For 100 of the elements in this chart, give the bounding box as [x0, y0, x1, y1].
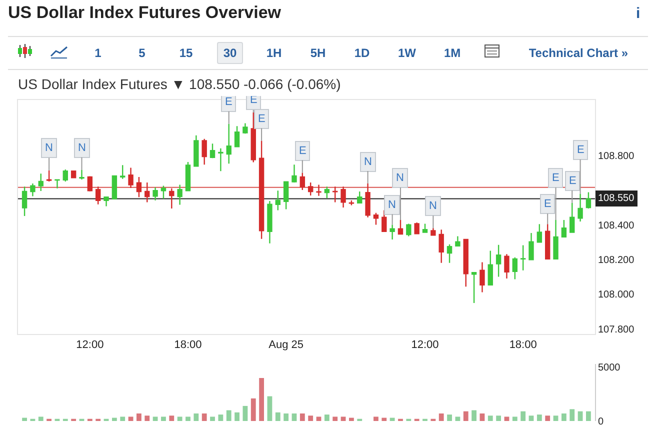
bar: [382, 418, 387, 421]
bar: [349, 418, 354, 421]
bar: [553, 416, 558, 421]
bar: [390, 418, 395, 421]
bar: [496, 416, 502, 421]
candlestick: [202, 138, 207, 166]
candlestick: [455, 236, 460, 247]
text: 30: [217, 42, 243, 64]
candlestick: [160, 185, 166, 200]
bar: [472, 410, 476, 421]
candlestick: [324, 186, 330, 199]
candlestick: [357, 190, 362, 204]
text: Technical Chart »: [528, 45, 629, 62]
candlestick: [275, 190, 280, 211]
bar: [169, 416, 174, 421]
annotation: N: [45, 142, 53, 154]
candlestick: [210, 143, 216, 159]
chart-title: US Dollar Index Futures Overview: [8, 3, 282, 23]
text: 5: [138, 45, 146, 62]
bar: [438, 413, 444, 421]
annotation: N: [364, 156, 372, 168]
candlestick: [373, 212, 379, 226]
candlestick: [422, 223, 428, 233]
bar: [210, 416, 215, 421]
bar: [480, 413, 485, 421]
annotation: E: [225, 96, 232, 108]
candlestick: [283, 181, 289, 210]
bar: [332, 416, 338, 421]
candlestick: [340, 186, 346, 208]
candlestick: [218, 148, 224, 172]
y-tick-label: 107.800: [598, 324, 635, 336]
bar: [504, 416, 510, 421]
candlestick: [177, 184, 182, 206]
bar: [586, 411, 591, 421]
bar: [120, 416, 126, 421]
bar: [161, 416, 166, 421]
candlestick: [128, 167, 134, 189]
candlestick: [242, 122, 248, 134]
candlestick: [520, 244, 526, 271]
candlestick: [382, 210, 387, 232]
annotation: N: [396, 172, 404, 184]
bar: [267, 396, 272, 421]
candlestick: [512, 256, 518, 280]
bar: [234, 412, 240, 421]
candlestick: [62, 168, 68, 182]
candlestick: [332, 186, 338, 203]
candlestick: [406, 223, 412, 237]
bar: [292, 413, 297, 421]
x-tick-label: Aug 25: [268, 339, 304, 352]
candlestick: [308, 182, 314, 196]
bar: [512, 416, 518, 421]
candlestick: [234, 126, 240, 148]
bar: [226, 410, 232, 421]
bar: [218, 414, 224, 421]
annotation: E: [299, 145, 306, 157]
candlestick: [480, 262, 485, 293]
bar: [275, 412, 280, 421]
candlestick: [194, 134, 199, 168]
candlestick: [38, 173, 44, 192]
text: 1D: [353, 45, 371, 62]
text: 1M: [443, 45, 462, 62]
text: 1W: [397, 45, 417, 62]
candlestick: [70, 170, 76, 178]
bar: [144, 416, 150, 421]
bar: [259, 378, 264, 421]
x-tick-label: 18:00: [509, 339, 537, 352]
candlestick: [292, 164, 297, 184]
candlestick: [446, 244, 452, 264]
candlestick: [22, 186, 28, 217]
y-tick-label: 108.000: [598, 290, 635, 301]
text: 1: [94, 45, 102, 62]
x-tick-label: 12:00: [76, 339, 104, 352]
candlestick: [561, 219, 567, 238]
bar: [300, 413, 305, 421]
y-tick-label: 5000: [598, 362, 621, 374]
text: 5H: [309, 45, 327, 62]
annotation: E: [544, 198, 552, 210]
bar: [316, 416, 322, 421]
bar: [455, 416, 460, 421]
text: 15: [178, 45, 194, 62]
bar: [561, 413, 566, 421]
candlestick: [54, 178, 60, 189]
bar: [447, 414, 452, 421]
annotation: N: [429, 200, 437, 212]
bar: [578, 411, 583, 421]
bar: [308, 416, 314, 421]
candlestick: [496, 244, 502, 278]
y-tick-label: 108.400: [598, 220, 635, 232]
y-tick-label: 108.200: [598, 254, 635, 266]
candlestick: [87, 176, 93, 192]
bar: [520, 411, 526, 421]
chart-subtitle: US Dollar Index Futures ▼ 108.550 -0.066 (-0.06%): [18, 76, 341, 92]
y-tick-label: 108.800: [598, 150, 635, 162]
bar: [177, 416, 182, 421]
bar: [38, 416, 44, 421]
candlestick: [30, 182, 36, 197]
bar: [128, 416, 134, 421]
candlestick: [438, 229, 444, 264]
candlestick: [316, 184, 322, 196]
y-tick-label: 0: [598, 416, 604, 428]
